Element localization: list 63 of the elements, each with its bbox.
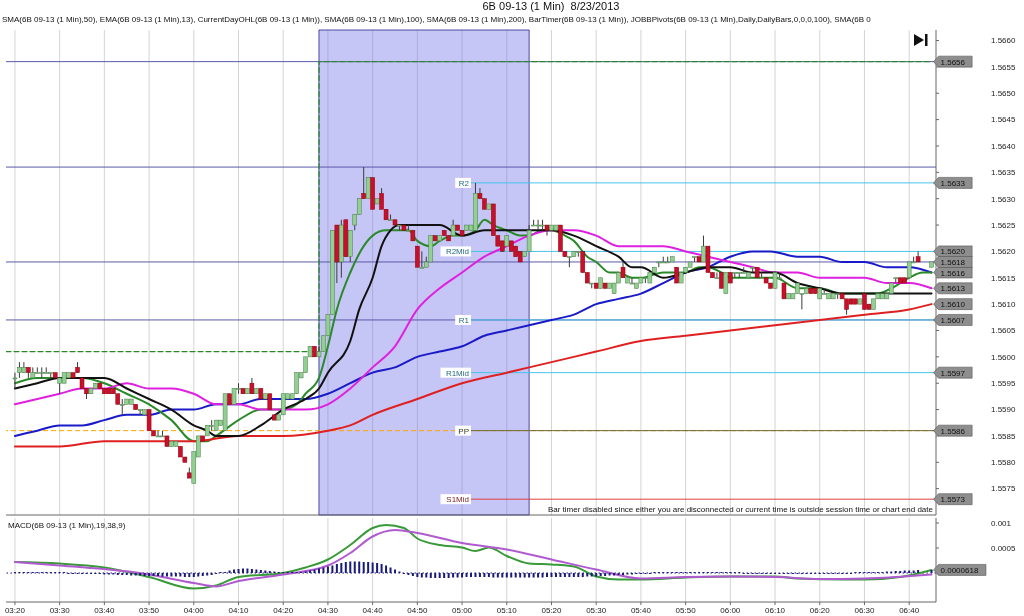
y-tick-label: 0.0005 <box>991 543 1017 553</box>
y-tick-label: 1.5615 <box>991 273 1017 283</box>
ref-line-label: R2 <box>458 178 470 188</box>
x-tick-label: 06:00 <box>720 605 741 615</box>
y-tick-label: 1.5585 <box>991 431 1017 441</box>
ref-line-label: R2Mid <box>445 247 469 257</box>
annotation: 1.5620 <box>940 247 966 257</box>
x-tick-label: 06:10 <box>765 605 786 615</box>
x-tick-label: 05:40 <box>630 605 652 615</box>
x-tick-label: 05:30 <box>586 605 607 615</box>
y-tick-label: 1.5595 <box>991 379 1017 389</box>
annotation: 1.5597 <box>940 368 966 378</box>
chart-title: 6B 09-13 (1 Min) 8/23/2013 <box>481 0 621 13</box>
ref-line-label: PP <box>458 426 469 436</box>
y-tick-label: 1.5635 <box>991 168 1017 178</box>
y-tick-label: 1.5605 <box>991 326 1017 336</box>
y-tick-label: 1.5600 <box>991 352 1017 362</box>
data-label: 1.5613 <box>940 284 966 294</box>
x-tick-label: 05:20 <box>541 605 563 615</box>
x-tick-label: 05:10 <box>496 605 518 615</box>
annotation: Bar timer disabled since either you are disconnected or current time is outside session time or chart end date <box>547 505 934 514</box>
annotation: 1.5573 <box>940 495 966 505</box>
y-tick-label: 1.5640 <box>991 141 1017 151</box>
annotation: 1.5607 <box>940 315 966 325</box>
y-tick-label: 1.5580 <box>991 458 1017 468</box>
x-tick-label: 04:00 <box>183 605 205 615</box>
y-tick-label: 1.5620 <box>991 247 1017 257</box>
x-tick-label: 04:10 <box>228 605 250 615</box>
annotation: 1.5586 <box>940 426 966 436</box>
ref-line-label: S1Mid <box>446 495 469 505</box>
chart-subtitle: SMA(6B 09-13 (1 Min),50), EMA(6B 09-13 (1 Min),13), CurrentDayOHL(6B 09-13 (1 Min)), SMA(6B 09-13 (1 Min),100), SMA(6B 09-13 (1 Min),200), BarTimer(6B 09-13 (1 Min)), JOBBPivots(6B 09-13 (1 Min),Daily,DailyBars,0,0,0,100), SMA(6B 0 <box>2 15 871 25</box>
x-tick-label: 06:20 <box>809 605 831 615</box>
x-tick-label: 05:50 <box>675 605 697 615</box>
ref-line-label: R1 <box>458 315 470 325</box>
annotation: 1.5618 <box>940 257 966 267</box>
data-label: 1.5610 <box>940 300 966 310</box>
x-tick-label: 06:30 <box>854 605 876 615</box>
x-tick-label: 03:50 <box>139 605 160 615</box>
y-tick-label: 1.5645 <box>991 115 1017 125</box>
y-tick-label: 1.5590 <box>991 405 1017 415</box>
x-tick-label: 03:20 <box>4 605 26 615</box>
y-tick-label: 0.001 <box>991 518 1012 528</box>
y-tick-label: 1.5610 <box>991 299 1017 309</box>
x-tick-label: 04:30 <box>317 605 339 615</box>
annotation: 1.5633 <box>940 178 966 188</box>
y-tick-label: 1.5650 <box>991 89 1017 99</box>
data-label: 1.5616 <box>940 268 966 278</box>
x-tick-label: 04:20 <box>273 605 294 615</box>
x-tick-label: 05:00 <box>452 605 473 615</box>
y-tick-label: 1.5655 <box>991 62 1017 72</box>
x-tick-label: 03:30 <box>49 605 71 615</box>
x-tick-label: 04:50 <box>407 605 428 615</box>
data-label: 1.5656 <box>940 57 966 67</box>
x-tick-label: 04:40 <box>362 605 384 615</box>
x-tick-label: 06:40 <box>899 605 920 615</box>
y-tick-label: 1.5625 <box>991 220 1017 230</box>
ref-line-label: R1Mid <box>445 368 469 378</box>
y-tick-label: 1.5660 <box>991 36 1017 46</box>
y-tick-label: 1.5630 <box>991 194 1017 204</box>
x-tick-label: 03:40 <box>94 605 115 615</box>
chart-title: MACD(6B 09-13 (1 Min),19,38,9) <box>8 521 126 530</box>
data-label: 0.0000618 <box>940 565 979 575</box>
y-tick-label: 1.5575 <box>991 484 1017 494</box>
